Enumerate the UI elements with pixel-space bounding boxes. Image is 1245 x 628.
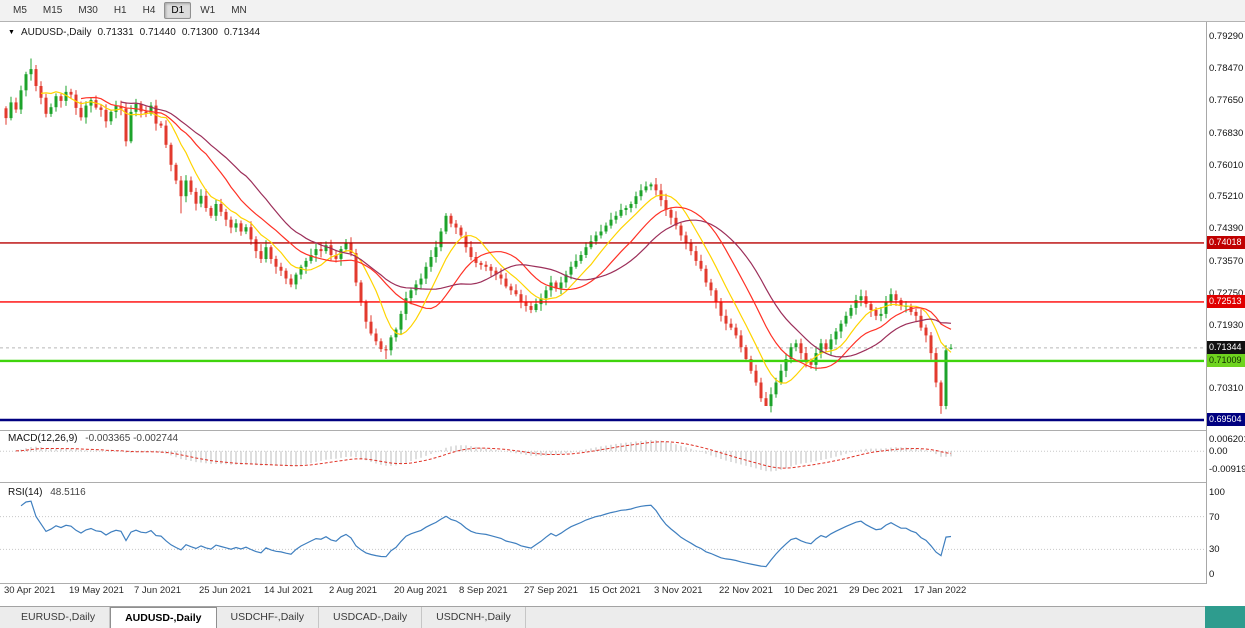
- timeframe-button-m5[interactable]: M5: [13, 5, 27, 16]
- chart-marker-icon: ▼: [8, 29, 15, 36]
- date-axis-label: 14 Jul 2021: [264, 585, 314, 596]
- date-axis-label: 15 Oct 2021: [589, 585, 641, 596]
- macd-values: -0.003365 -0.002744: [85, 433, 179, 444]
- macd-indicator-label: MACD(12,26,9) -0.003365 -0.002744: [8, 433, 178, 444]
- date-axis-label: 25 Jun 2021: [199, 585, 252, 596]
- timeframe-toolbar: M5 M15 M30 H1 H4 D1 W1 MN: [0, 0, 1245, 22]
- ma-8-line: [40, 91, 952, 384]
- rsi-line: [20, 500, 952, 568]
- axis-scale-label: 0.73570: [1209, 256, 1244, 267]
- price-level-badge-0.72513: 0.72513: [1207, 295, 1245, 308]
- chart-ohlc-header: ▼ AUDUSD-,Daily 0.71331 0.71440 0.71300 …: [8, 27, 260, 38]
- chart-symbol-label: AUDUSD-,Daily: [20, 27, 92, 38]
- date-axis-label: 29 Dec 2021: [849, 585, 903, 596]
- candlestick-layer: [4, 58, 953, 414]
- date-axis-label: 10 Dec 2021: [784, 585, 838, 596]
- date-axis-label: 8 Sep 2021: [459, 585, 508, 596]
- axis-scale-label: 0.71930: [1209, 320, 1244, 331]
- timeframe-button-h4[interactable]: H4: [142, 5, 156, 16]
- axis-scale-label: 70: [1209, 512, 1220, 523]
- rsi-value: 48.5116: [50, 487, 86, 498]
- ohlc-low-value: 0.71300: [181, 27, 218, 38]
- price-axis[interactable]: 0.79290 0.78470 0.77650 0.76830 0.76010 0.752…: [1206, 22, 1245, 584]
- tab-eurusd-daily[interactable]: EURUSD-,Daily: [7, 607, 111, 628]
- axis-scale-label: 100: [1209, 487, 1225, 498]
- date-axis-label: 7 Jun 2021: [134, 585, 182, 596]
- ohlc-open-value: 0.71331: [97, 27, 134, 38]
- axis-scale-label: 0.75210: [1209, 191, 1244, 202]
- corner-decoration: [1205, 606, 1245, 628]
- price-level-badge-0.69504: 0.69504: [1207, 413, 1245, 426]
- axis-scale-label: 0.006201: [1209, 434, 1245, 445]
- axis-scale-label: -0.009197: [1209, 464, 1245, 475]
- date-axis-label: 30 Apr 2021: [4, 585, 56, 596]
- date-axis-label: 17 Jan 2022: [914, 585, 967, 596]
- axis-scale-label: 0.74390: [1209, 223, 1244, 234]
- axis-scale-label: 0.72750: [1209, 288, 1244, 299]
- tab-usdcnh-daily[interactable]: USDCNH-,Daily: [422, 607, 526, 628]
- chart-tab-bar: EURUSD-,Daily AUDUSD-,Daily USDCHF-,Daily U…: [0, 606, 1205, 628]
- tab-audusd-daily[interactable]: AUDUSD-,Daily: [110, 607, 217, 628]
- ohlc-high-value: 0.71440: [139, 27, 176, 38]
- axis-scale-label: 0.76830: [1209, 128, 1244, 139]
- macd-signal-line: [15, 441, 952, 469]
- date-axis-label: 19 May 2021: [69, 585, 124, 596]
- ohlc-close-value: 0.71344: [223, 27, 261, 38]
- macd-histogram: [15, 440, 952, 472]
- axis-scale-label: 30: [1209, 544, 1220, 555]
- axis-scale-label: 0: [1209, 569, 1215, 580]
- date-axis-label: 27 Sep 2021: [524, 585, 578, 596]
- timeframe-button-m15[interactable]: M15: [42, 5, 63, 16]
- ma-24-line: [120, 101, 952, 358]
- macd-name: MACD(12,26,9): [8, 433, 78, 444]
- axis-scale-label: 0.76010: [1209, 160, 1244, 171]
- date-axis-label: 2 Aug 2021: [329, 585, 378, 596]
- ma-16-line: [80, 96, 952, 369]
- timeframe-button-w1[interactable]: W1: [200, 5, 216, 16]
- date-axis-label: 22 Nov 2021: [719, 585, 773, 596]
- timeframe-button-mn[interactable]: MN: [231, 5, 247, 16]
- tab-usdchf-daily[interactable]: USDCHF-,Daily: [217, 607, 320, 628]
- date-axis[interactable]: 30 Apr 2021 19 May 2021 7 Jun 2021 25 Jun 2…: [0, 585, 1245, 601]
- axis-scale-label: 0.77650: [1209, 95, 1244, 106]
- price-level-badge-0.74018: 0.74018: [1207, 236, 1245, 249]
- current-price-badge: 0.71344: [1207, 341, 1245, 354]
- rsi-indicator-label: RSI(14) 48.5116: [8, 487, 86, 498]
- price-level-badge-0.71009: 0.71009: [1207, 354, 1245, 367]
- timeframe-button-d1[interactable]: D1: [164, 2, 192, 19]
- axis-scale-label: 0.78470: [1209, 63, 1244, 74]
- tab-usdcad-daily[interactable]: USDCAD-,Daily: [319, 607, 423, 628]
- timeframe-button-m30[interactable]: M30: [78, 5, 98, 16]
- axis-scale-label: 0.70310: [1209, 383, 1244, 394]
- rsi-name: RSI(14): [8, 487, 43, 498]
- date-axis-label: 3 Nov 2021: [654, 585, 703, 596]
- date-axis-label: 20 Aug 2021: [394, 585, 448, 596]
- timeframe-button-h1[interactable]: H1: [113, 5, 127, 16]
- axis-scale-label: 0.00: [1209, 446, 1228, 457]
- axis-scale-label: 0.79290: [1209, 31, 1244, 42]
